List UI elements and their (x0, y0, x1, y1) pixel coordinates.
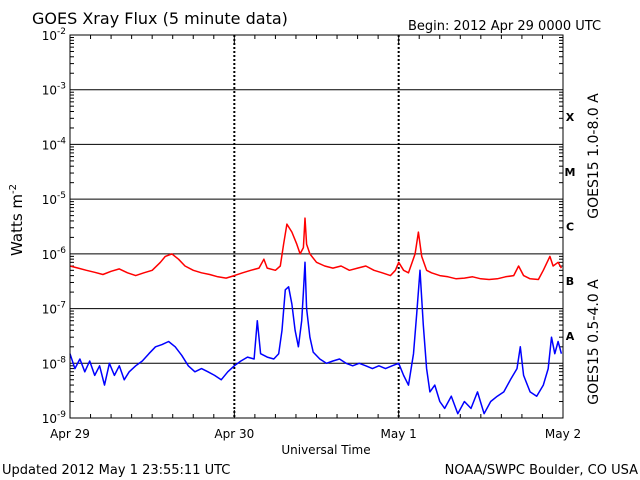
begin-label: Begin: 2012 Apr 29 0000 UTC (408, 19, 601, 34)
y-tick-label: 10-4 (42, 136, 67, 152)
x-tick-label: May 2 (545, 427, 581, 441)
y-tick-label: 10-3 (42, 82, 66, 98)
updated-label: Updated 2012 May 1 23:55:11 UTC (2, 463, 230, 478)
y-tick-label: 10-9 (42, 410, 67, 426)
flare-class-labels: X M C B A (565, 111, 576, 343)
flare-class-label: A (566, 330, 575, 343)
legend-series-1-label: GOES15 1.0-8.0 A (586, 93, 602, 219)
series-line-1 (69, 217, 563, 281)
y-axis-label-base: Watts m (8, 194, 26, 256)
y-tick-label: 10-5 (42, 191, 66, 207)
y-axis-label-exp: -2 (8, 184, 19, 194)
legend-series-2-label: GOES15 0.5-4.0 A (586, 279, 602, 405)
y-tick-label: 10-8 (42, 355, 67, 371)
y-tick-label: 10-6 (42, 246, 67, 262)
plot-frame (69, 34, 564, 419)
svg-text:Watts m-2: Watts m-2 (8, 184, 26, 256)
x-axis-label: Universal Time (281, 443, 370, 457)
x-tick-label: Apr 29 (50, 427, 90, 441)
x-tick-label: May 1 (381, 427, 417, 441)
y-tick-labels: 10-2 10-3 10-4 10-5 10-6 10-7 10-8 10-9 (42, 27, 67, 426)
flare-class-label: X (566, 111, 575, 124)
y-axis-label: Watts m-2 (8, 184, 26, 256)
flare-class-label: B (566, 275, 574, 288)
x-tick-labels: Apr 29 Apr 30 May 1 May 2 (50, 427, 581, 441)
series-line-2 (69, 261, 563, 415)
y-tick-label: 10-2 (42, 27, 66, 43)
credit-label: NOAA/SWPC Boulder, CO USA (445, 463, 638, 478)
plot-grid (69, 34, 564, 419)
chart-title: GOES Xray Flux (5 minute data) (32, 9, 288, 28)
flare-class-label: C (566, 221, 574, 234)
series-layer (69, 217, 563, 415)
legend-series-1: GOES15 1.0-8.0 A (586, 93, 602, 219)
y-tick-label: 10-7 (42, 301, 66, 317)
flare-class-label: M (565, 166, 576, 179)
x-tick-label: Apr 30 (214, 427, 254, 441)
legend-series-2: GOES15 0.5-4.0 A (586, 279, 602, 405)
